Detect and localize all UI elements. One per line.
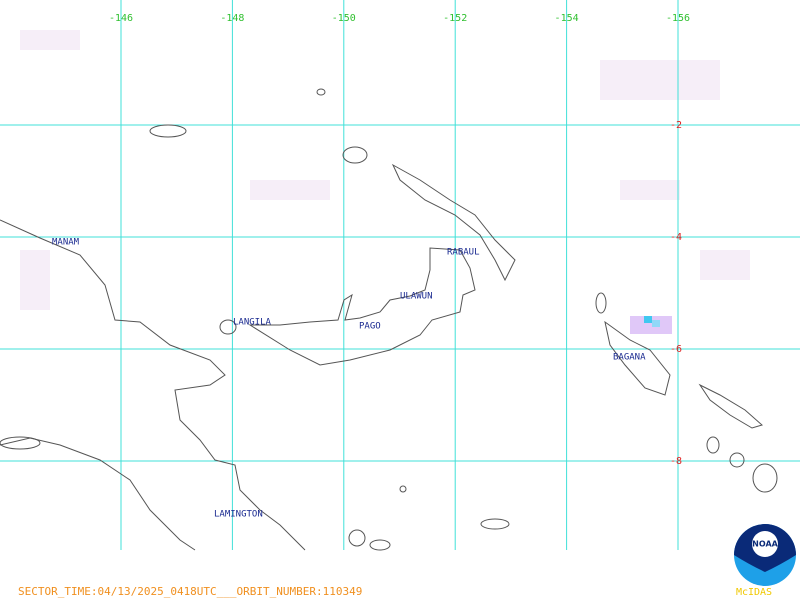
longitude-label: -154: [555, 13, 579, 24]
latitude-label: -2: [670, 120, 682, 131]
volcano-label: LAMINGTON: [214, 510, 263, 520]
cloud-patches: [20, 30, 750, 310]
volcano-label: LANGILA: [233, 318, 272, 328]
latitude-label: -4: [670, 232, 682, 243]
longitude-label: -146: [109, 13, 133, 24]
logo-text: NOAA: [752, 540, 778, 549]
coastlines: [0, 88, 778, 551]
longitude-label: -152: [443, 13, 467, 24]
volcano-label: ULAWUN: [400, 292, 433, 302]
software-label: McIDAS: [736, 587, 772, 598]
noaa-logo: NOAA: [734, 524, 796, 586]
footer: SECTOR_TIME:04/13/2025_0418UTC___ORBIT_N…: [18, 585, 362, 598]
longitude-label: -150: [332, 13, 356, 24]
graticule: [0, 0, 800, 550]
hotspot: [630, 316, 672, 334]
longitude-label: -148: [220, 13, 244, 24]
volcano-label: RABAUL: [447, 248, 480, 258]
latitude-label: -6: [670, 344, 682, 355]
volcano-label: PAGO: [359, 322, 381, 332]
latitude-label: -8: [670, 456, 682, 467]
volcano-label: BAGANA: [613, 353, 646, 363]
volcano-label: MANAM: [52, 238, 80, 248]
longitude-label: -156: [666, 13, 690, 24]
